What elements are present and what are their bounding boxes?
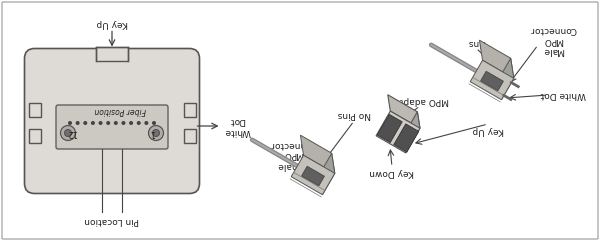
FancyBboxPatch shape: [56, 105, 168, 149]
FancyBboxPatch shape: [25, 48, 199, 194]
Circle shape: [122, 122, 125, 124]
Circle shape: [107, 122, 109, 124]
Text: Fiber Position: Fiber Position: [94, 107, 146, 115]
Bar: [184, 103, 196, 117]
Polygon shape: [479, 40, 514, 78]
Circle shape: [149, 126, 163, 141]
Circle shape: [69, 122, 71, 124]
Text: White
Dot: White Dot: [224, 116, 251, 136]
Polygon shape: [302, 166, 325, 186]
Bar: [96, 47, 128, 60]
Text: Key Up: Key Up: [472, 126, 504, 134]
Polygon shape: [301, 135, 335, 173]
Text: Key Down: Key Down: [370, 168, 415, 178]
Polygon shape: [499, 58, 514, 100]
Circle shape: [115, 122, 117, 124]
Polygon shape: [377, 114, 402, 143]
Polygon shape: [403, 112, 420, 153]
Circle shape: [65, 129, 71, 136]
Polygon shape: [470, 60, 514, 100]
Text: MPO adapter: MPO adapter: [391, 95, 449, 105]
Bar: [184, 129, 196, 143]
Circle shape: [137, 122, 140, 124]
Circle shape: [61, 126, 76, 141]
Circle shape: [84, 122, 86, 124]
Circle shape: [76, 122, 79, 124]
Circle shape: [152, 129, 160, 136]
Text: Pin Location: Pin Location: [85, 216, 139, 226]
Polygon shape: [376, 111, 420, 153]
Text: Female
MPO
Connector: Female MPO Connector: [269, 140, 316, 170]
Text: Male
MPO
Connector: Male MPO Connector: [530, 25, 577, 55]
Polygon shape: [481, 71, 503, 91]
Circle shape: [92, 122, 94, 124]
Text: 1: 1: [149, 127, 155, 136]
Polygon shape: [319, 153, 335, 195]
Polygon shape: [394, 124, 419, 152]
Polygon shape: [388, 95, 420, 128]
Text: White Dot: White Dot: [541, 91, 586, 100]
Circle shape: [145, 122, 148, 124]
FancyBboxPatch shape: [2, 2, 598, 239]
Text: Key Up: Key Up: [96, 19, 128, 28]
Circle shape: [130, 122, 133, 124]
Circle shape: [152, 122, 155, 124]
Text: No Pins: No Pins: [337, 111, 371, 120]
Circle shape: [99, 122, 102, 124]
Bar: [29, 129, 41, 143]
Polygon shape: [291, 155, 335, 195]
Text: 12: 12: [67, 127, 77, 136]
Bar: [29, 103, 41, 117]
Text: Pins: Pins: [467, 38, 485, 47]
